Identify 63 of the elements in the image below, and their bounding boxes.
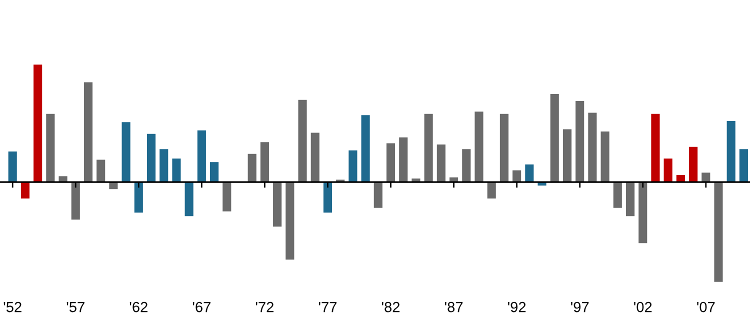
bar [386,143,396,182]
bar [160,149,168,182]
bar [500,114,508,182]
bar [146,134,156,182]
bar [638,182,648,244]
bar [399,137,408,182]
x-tick-label: '97 [571,302,589,312]
bar [58,176,68,182]
bar [664,158,672,182]
bar [184,182,194,216]
x-tick-label: '72 [256,302,274,312]
bar [436,144,446,182]
bar [34,64,42,182]
bar [222,182,232,212]
bar [613,182,622,208]
bar [726,120,736,182]
bar [273,182,282,227]
bar [487,182,496,198]
bar [96,160,106,182]
bar [46,114,55,182]
x-tick-label: '57 [66,302,84,312]
x-tick-label: '62 [130,302,148,312]
bar [702,172,710,182]
bar [298,100,307,182]
bar [71,182,80,220]
bar [210,162,219,182]
x-tick-label: '82 [382,302,400,312]
bar [323,182,332,213]
bar [462,149,471,182]
bar [588,112,597,182]
bar [576,101,584,182]
x-tick-label: '07 [697,302,715,312]
x-tick-label: '92 [508,302,526,312]
bar [562,129,572,182]
bar [424,114,433,182]
bar [739,149,748,182]
bar [348,150,358,182]
bar [651,114,660,182]
bar [600,132,610,182]
bar [310,132,320,182]
bar [8,152,17,182]
bar [197,130,206,182]
bar [474,112,484,182]
bar [122,122,130,182]
bar [550,94,559,182]
bar [172,158,181,182]
bar [626,182,635,216]
bar [361,115,370,182]
bar [260,142,269,182]
bar [714,182,723,282]
x-tick-label: '67 [192,302,210,312]
bar [286,182,294,260]
bar [84,82,93,182]
bar [374,182,382,208]
bar [134,182,143,213]
bar [248,154,256,182]
x-tick-label: '52 [4,302,22,312]
bar [525,164,534,182]
x-tick-label: '02 [634,302,652,312]
bar [20,182,30,198]
x-tick-label: '87 [445,302,463,312]
x-tick-label: '77 [318,302,336,312]
bar [688,146,698,182]
